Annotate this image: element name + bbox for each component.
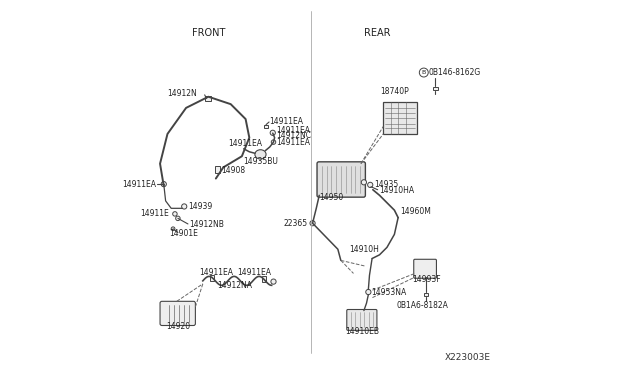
FancyBboxPatch shape xyxy=(160,301,195,326)
Text: 14910HA: 14910HA xyxy=(379,186,414,195)
Text: 14908: 14908 xyxy=(221,166,246,174)
Text: 14911EA: 14911EA xyxy=(122,180,156,189)
Text: 14912N: 14912N xyxy=(168,89,197,98)
Text: 14911EA: 14911EA xyxy=(276,138,310,147)
Text: 14912NA: 14912NA xyxy=(217,281,252,290)
Text: 0B146-8162G: 0B146-8162G xyxy=(429,68,481,77)
Text: 14911EA: 14911EA xyxy=(276,126,310,135)
Text: 14935BU: 14935BU xyxy=(243,157,278,166)
Bar xyxy=(262,276,266,282)
Bar xyxy=(210,275,214,281)
Bar xyxy=(424,293,428,296)
Circle shape xyxy=(173,212,177,216)
Text: 14912NC: 14912NC xyxy=(276,131,312,140)
Text: 14912NB: 14912NB xyxy=(189,220,224,229)
Text: 14993F: 14993F xyxy=(412,275,440,283)
Circle shape xyxy=(175,216,180,221)
Bar xyxy=(264,125,268,128)
Text: 22365: 22365 xyxy=(284,219,308,228)
Circle shape xyxy=(271,279,276,284)
Circle shape xyxy=(419,68,428,77)
Text: 14911EA: 14911EA xyxy=(228,140,262,148)
Text: 14939: 14939 xyxy=(189,202,213,211)
Circle shape xyxy=(270,130,275,135)
FancyBboxPatch shape xyxy=(413,259,436,278)
Text: 14950: 14950 xyxy=(319,193,343,202)
Text: 14911E: 14911E xyxy=(141,209,170,218)
Text: 14911EA: 14911EA xyxy=(199,268,233,277)
Circle shape xyxy=(362,180,367,185)
Text: 14911EA: 14911EA xyxy=(269,117,303,126)
Circle shape xyxy=(182,204,187,209)
Text: B: B xyxy=(422,70,426,75)
FancyBboxPatch shape xyxy=(317,162,365,197)
Bar xyxy=(205,96,211,101)
Circle shape xyxy=(161,182,166,187)
Circle shape xyxy=(172,227,175,231)
Text: 14910H: 14910H xyxy=(349,245,380,254)
Text: 14960M: 14960M xyxy=(400,207,431,216)
Circle shape xyxy=(310,221,315,226)
Circle shape xyxy=(367,182,373,187)
Ellipse shape xyxy=(255,150,266,159)
FancyBboxPatch shape xyxy=(383,102,417,134)
Text: X223003E: X223003E xyxy=(445,353,491,362)
Text: 14935: 14935 xyxy=(374,180,398,189)
FancyBboxPatch shape xyxy=(347,310,377,330)
Bar xyxy=(433,87,438,90)
Text: 18740P: 18740P xyxy=(380,87,409,96)
Text: 14920: 14920 xyxy=(166,322,190,331)
Text: 14910EB: 14910EB xyxy=(345,327,379,336)
Text: 14901E: 14901E xyxy=(170,230,198,238)
Circle shape xyxy=(271,140,276,144)
Text: 14953NA: 14953NA xyxy=(371,288,406,296)
Text: 0B1A6-8182A: 0B1A6-8182A xyxy=(396,301,448,310)
Text: REAR: REAR xyxy=(364,29,391,38)
Circle shape xyxy=(365,289,371,295)
Text: 14911EA: 14911EA xyxy=(237,268,271,277)
Text: FRONT: FRONT xyxy=(192,29,225,38)
Bar xyxy=(215,166,220,173)
